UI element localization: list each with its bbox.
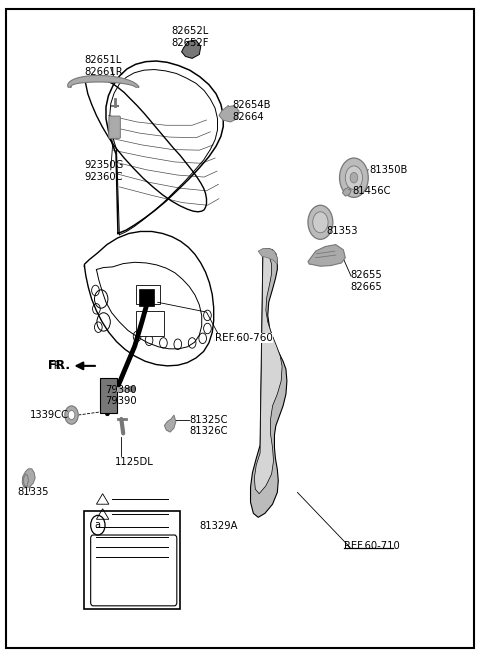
Text: 1125DL: 1125DL xyxy=(115,457,153,467)
Text: 82652L
82652F: 82652L 82652F xyxy=(171,26,208,47)
Text: 82654B
82664: 82654B 82664 xyxy=(233,100,271,122)
Text: 81353: 81353 xyxy=(326,227,358,237)
FancyBboxPatch shape xyxy=(109,116,120,139)
Circle shape xyxy=(350,173,358,183)
FancyBboxPatch shape xyxy=(100,378,118,413)
Circle shape xyxy=(345,166,362,189)
Text: 92350G
92360C: 92350G 92360C xyxy=(84,160,124,182)
Polygon shape xyxy=(342,187,351,196)
Circle shape xyxy=(308,205,333,239)
FancyBboxPatch shape xyxy=(6,9,474,648)
Polygon shape xyxy=(68,76,139,87)
Polygon shape xyxy=(22,469,35,487)
Text: 81325C
81326C: 81325C 81326C xyxy=(190,415,228,436)
Text: 81456C: 81456C xyxy=(352,186,391,196)
FancyBboxPatch shape xyxy=(84,510,180,609)
Polygon shape xyxy=(164,415,176,432)
Text: 81335: 81335 xyxy=(17,487,49,497)
Polygon shape xyxy=(308,244,345,266)
Polygon shape xyxy=(254,255,282,493)
FancyBboxPatch shape xyxy=(136,311,164,336)
FancyBboxPatch shape xyxy=(136,284,159,304)
Text: FR.: FR. xyxy=(48,361,63,371)
Text: 81350B: 81350B xyxy=(369,165,408,175)
Text: 82651L
82661R: 82651L 82661R xyxy=(84,55,123,77)
Circle shape xyxy=(68,411,75,420)
Text: a: a xyxy=(95,520,101,530)
FancyBboxPatch shape xyxy=(91,535,177,606)
Text: 82655
82665: 82655 82665 xyxy=(350,271,382,292)
Polygon shape xyxy=(251,248,287,517)
FancyBboxPatch shape xyxy=(140,288,154,306)
Text: 1339CC: 1339CC xyxy=(30,410,70,420)
Polygon shape xyxy=(219,106,239,122)
Text: FR.: FR. xyxy=(48,359,71,373)
Circle shape xyxy=(65,406,78,424)
Text: REF.60-760: REF.60-760 xyxy=(215,332,273,343)
Circle shape xyxy=(339,158,368,197)
Text: REF.60-710: REF.60-710 xyxy=(344,541,400,551)
Circle shape xyxy=(313,212,328,233)
Polygon shape xyxy=(181,40,201,58)
Text: 79380
79390: 79380 79390 xyxy=(105,384,137,406)
Text: 81329A: 81329A xyxy=(199,522,238,532)
Polygon shape xyxy=(258,248,277,264)
